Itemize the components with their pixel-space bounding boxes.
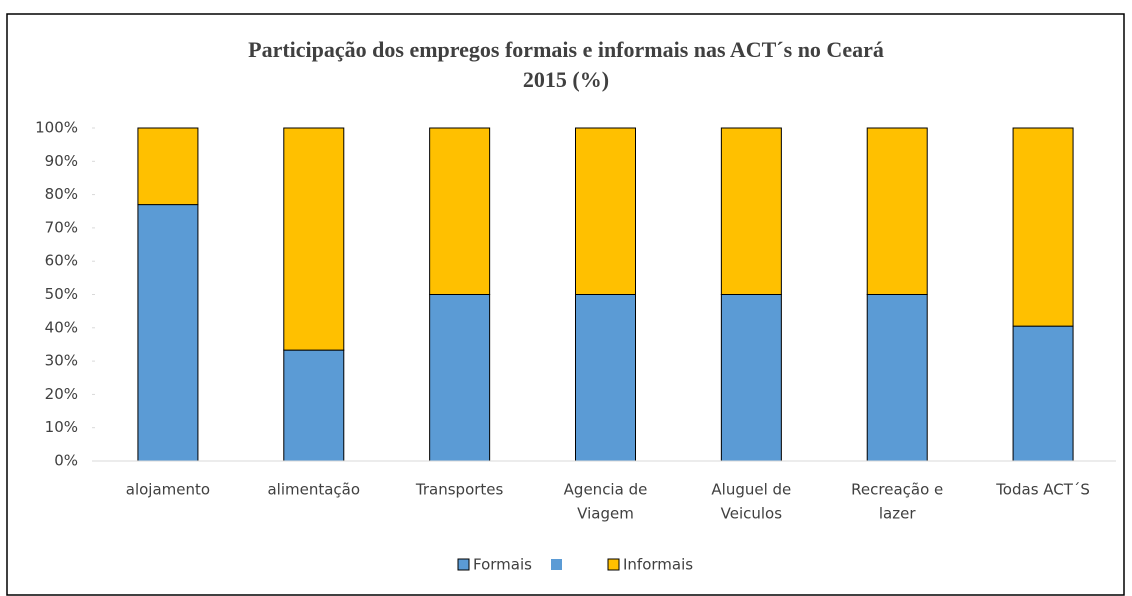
bar-segment <box>283 127 345 351</box>
y-tick-label: 90% <box>45 152 78 170</box>
x-tick-label: alojamento <box>126 481 210 499</box>
legend-artifact <box>551 559 562 570</box>
legend-swatch <box>457 558 470 571</box>
bar-segment <box>137 204 199 462</box>
y-tick-label: 0% <box>54 452 78 470</box>
legend-label: Informais <box>623 556 693 574</box>
bar-segment <box>429 294 491 462</box>
y-tick-label: 80% <box>45 185 78 203</box>
y-tick-label: 100% <box>35 119 78 137</box>
chart-title: Participação dos empregos formais e info… <box>248 37 884 62</box>
bar-segment <box>866 127 928 295</box>
x-tick-label: Aluguel de <box>711 481 791 499</box>
y-tick-label: 70% <box>45 218 78 236</box>
x-tick-label: Recreação e <box>851 481 943 499</box>
y-tick-label: 10% <box>45 418 78 436</box>
bar-segment <box>429 127 491 295</box>
bar-segment <box>1012 325 1074 462</box>
y-tick-label: 20% <box>45 385 78 403</box>
bar-segment <box>1012 127 1074 327</box>
chart-title: 2015 (%) <box>523 67 609 92</box>
bar-segment <box>575 127 636 295</box>
x-tick-label: Viagem <box>577 505 634 523</box>
y-tick-label: 60% <box>45 252 78 270</box>
y-tick-label: 50% <box>45 285 78 303</box>
bar-segment <box>283 349 345 462</box>
x-tick-label: Todas ACT´S <box>995 481 1090 499</box>
bar-segment <box>866 294 928 462</box>
x-tick-label: Veiculos <box>721 505 783 523</box>
bar-segment <box>137 127 199 206</box>
x-tick-label: alimentação <box>267 481 360 499</box>
x-tick-label: lazer <box>879 505 916 523</box>
bar-segment <box>720 294 782 462</box>
bar-segment <box>575 294 636 462</box>
legend-label: Formais <box>473 556 532 574</box>
x-tick-label: Transportes <box>415 481 504 499</box>
legend-swatch <box>607 558 620 571</box>
x-tick-label: Agencia de <box>564 481 648 499</box>
bar-segment <box>720 127 782 295</box>
y-tick-label: 30% <box>45 352 78 370</box>
y-tick-label: 40% <box>45 318 78 336</box>
